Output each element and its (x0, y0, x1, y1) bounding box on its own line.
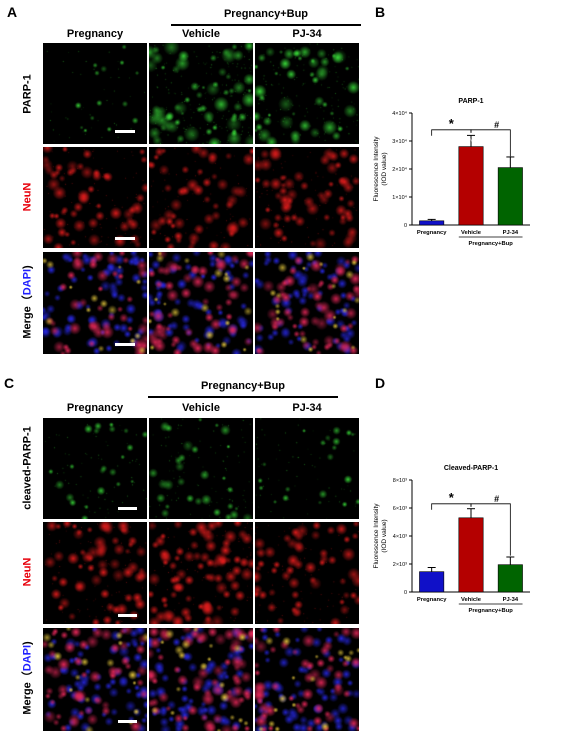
panel-label-d: D (375, 375, 386, 391)
scale-bar (118, 614, 137, 617)
y-axis-label: Fluorescence Intensity(IOD value) (373, 503, 388, 569)
x-tick-label: PJ-34 (503, 597, 519, 603)
x-tick-label: PJ-34 (503, 230, 519, 236)
column-header-a-pj34: PJ-34 (292, 28, 322, 40)
column-header-a-vehicle: Vehicle (182, 28, 220, 40)
column-header-c-vehicle: Vehicle (182, 402, 220, 414)
significance-hash: # (494, 494, 499, 504)
y-tick-label: 2×10³ (393, 562, 407, 568)
bar-pj-34 (497, 167, 523, 226)
column-header-c-pregnancy: Pregnancy (66, 402, 124, 414)
significance-star: * (449, 116, 455, 131)
x-tick-label: Pregnancy (417, 230, 447, 236)
micrograph-a-neun-pj34 (255, 147, 359, 248)
bar-vehicle (458, 517, 484, 593)
chart-title: PARP-1 (458, 98, 483, 105)
micrograph-c-merge-vehicle (149, 628, 253, 731)
bar-chart-d-svg: Cleaved-PARP-1 Fluorescence Intensity(IOD… (373, 465, 530, 614)
y-tick-label: 0 (404, 590, 407, 596)
y-axis-label: Fluorescence Intensity(IOD value) (373, 136, 388, 202)
micrograph-a-neun-pregnancy (43, 147, 147, 248)
column-header-a-pregnancy: Pregnancy (66, 28, 124, 40)
y-tick-label: 1×10⁴ (392, 194, 407, 201)
y-tick-label: 4×10³ (393, 534, 407, 540)
bar-chart-b-svg: PARP-1 Fluorescence Intensity(IOD value) 0… (373, 98, 530, 247)
scale-bar (118, 507, 137, 510)
bar-vehicle (458, 146, 484, 226)
x-tick-label: Vehicle (461, 230, 482, 236)
y-tick-label: 2×10⁴ (392, 166, 407, 173)
row-label-c-cleaved-parp1: cleaved-PARP-1 (21, 426, 34, 510)
group-header-c: Pregnancy+Bup (200, 380, 286, 392)
bar-pj-34 (497, 564, 523, 593)
y-tick-label: 3×10⁴ (392, 138, 407, 145)
y-tick-label: 6×10³ (393, 506, 407, 512)
significance-bracket (470, 503, 511, 556)
micrograph-a-merge-vehicle (149, 252, 253, 354)
micrograph-c-merge-pregnancy (43, 628, 147, 731)
row-label-a-merge: Merge（DAPI) (21, 265, 34, 339)
scale-bar (115, 343, 135, 346)
micrograph-c-neun-pregnancy (43, 522, 147, 624)
bar-pregnancy (419, 571, 445, 593)
y-axis-label-line: Fluorescence Intensity (373, 136, 380, 202)
small-hash-mark: # (470, 137, 473, 142)
group-label: Pregnancy+Bup (469, 241, 514, 247)
x-tick-label: Vehicle (461, 597, 482, 603)
micrograph-a-merge-pj34 (255, 252, 359, 354)
row-label-a-parp1: PARP-1 (21, 74, 34, 114)
column-header-c-pj34: PJ-34 (292, 402, 322, 414)
scale-bar (118, 720, 137, 723)
bar-pregnancy (419, 220, 445, 226)
micrograph-a-merge-pregnancy (43, 252, 147, 354)
y-axis-label-line: (IOD value) (381, 519, 388, 552)
group-line-c (148, 396, 338, 398)
significance-hash: # (494, 120, 499, 130)
micrograph-c-cleaved-parp1-vehicle (149, 418, 253, 519)
row-label-a-neun: NeuN (21, 182, 34, 212)
y-tick-label: 4×10⁴ (392, 110, 407, 117)
y-axis-label-line: Fluorescence Intensity (373, 503, 380, 569)
y-tick-label: 0 (404, 223, 407, 229)
group-line-a (171, 24, 361, 26)
micrograph-c-neun-pj34 (255, 522, 359, 624)
x-tick-label: Pregnancy (417, 597, 447, 603)
group-label: Pregnancy+Bup (469, 608, 514, 614)
panel-label-b: B (375, 4, 386, 20)
y-axis-label-line: (IOD value) (381, 152, 388, 185)
micrograph-a-parp1-vehicle (149, 43, 253, 144)
group-header-a: Pregnancy+Bup (223, 8, 309, 20)
row-label-c-merge: Merge（DAPI) (21, 641, 34, 715)
micrograph-a-parp1-pj34 (255, 43, 359, 144)
panel-label-a: A (7, 4, 18, 20)
micrograph-c-neun-vehicle (149, 522, 253, 624)
micrograph-c-merge-pj34 (255, 628, 359, 731)
scale-bar (115, 237, 135, 240)
chart-title: Cleaved-PARP-1 (444, 465, 498, 472)
significance-bracket (470, 129, 511, 157)
micrograph-c-cleaved-parp1-pregnancy (43, 418, 147, 519)
micrograph-c-cleaved-parp1-pj34 (255, 418, 359, 519)
micrograph-a-neun-vehicle (149, 147, 253, 248)
panel-label-c: C (4, 375, 15, 391)
bar-chart-d: Cleaved-PARP-1 Fluorescence Intensity(IOD… (360, 462, 560, 622)
significance-star: * (449, 490, 455, 505)
bar-chart-b: PARP-1 Fluorescence Intensity(IOD value) 0… (360, 95, 560, 255)
row-label-c-neun: NeuN (21, 557, 34, 587)
y-tick-label: 8×10³ (393, 478, 407, 484)
scale-bar (115, 130, 135, 133)
micrograph-a-parp1-pregnancy (43, 43, 147, 144)
